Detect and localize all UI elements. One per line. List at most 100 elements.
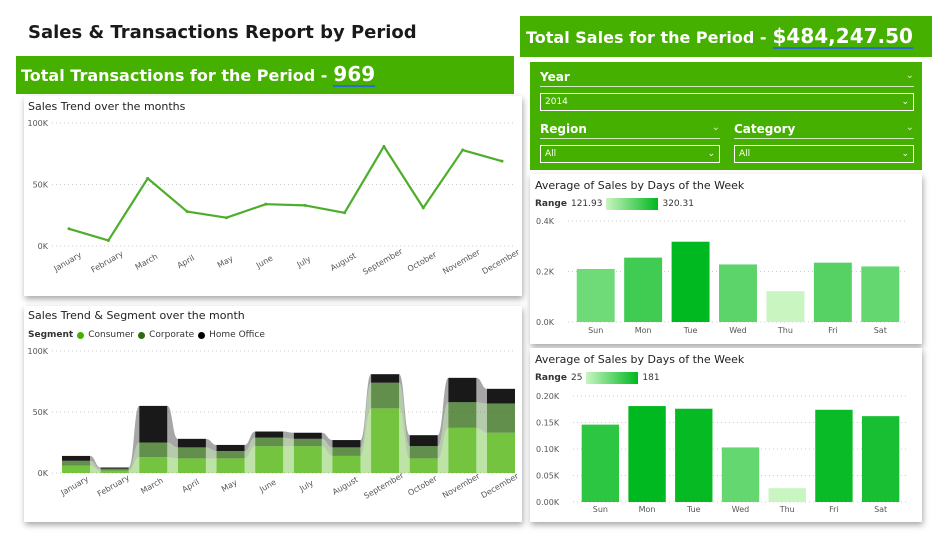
y-tick-label: 0.0K	[536, 318, 555, 327]
sales-trend-point	[303, 203, 307, 207]
corporate-segment	[255, 437, 284, 447]
consumer-ribbon	[399, 408, 410, 473]
year-filter: Year ⌄ 2014 ⌄	[540, 70, 914, 111]
total-sales-value: $484,247.50	[772, 24, 913, 49]
consumer-segment	[487, 432, 515, 473]
chevron-down-icon: ⌄	[707, 149, 715, 159]
region-filter-label: Region	[540, 122, 587, 136]
corporate-ribbon	[283, 437, 294, 447]
y-tick-label: 100K	[27, 347, 48, 356]
home-office-segment	[255, 431, 284, 438]
divider	[734, 138, 914, 139]
consumer-segment	[139, 457, 168, 473]
total-transactions-banner: Total Transactions for the Period - 969	[16, 56, 514, 94]
avg-sales-day-title-1: Average of Sales by Days of the Week	[535, 179, 745, 192]
bar	[675, 408, 713, 502]
bar	[813, 262, 852, 322]
consumer-ribbon	[283, 446, 294, 473]
region-select[interactable]: All ⌄	[540, 145, 720, 163]
x-tick-label: August	[331, 475, 360, 497]
consumer-ribbon	[128, 457, 140, 473]
total-transactions-value: 969	[333, 62, 376, 87]
year-select[interactable]: 2014 ⌄	[540, 93, 914, 111]
chevron-down-icon: ⌄	[901, 149, 909, 159]
x-tick-label: January	[59, 474, 91, 498]
corporate-segment	[139, 442, 168, 458]
x-tick-label: Tue	[686, 505, 701, 514]
segment-trend-card: Sales Trend & Segment over the month Seg…	[24, 306, 522, 522]
sales-trend-point	[500, 159, 504, 163]
x-tick-label: December	[481, 247, 522, 276]
consumer-segment	[177, 458, 206, 473]
home-office-segment	[332, 440, 361, 448]
y-tick-label: 0.2K	[536, 268, 555, 277]
consumer-ribbon	[205, 458, 217, 473]
range-label-2: Range	[535, 373, 567, 383]
corporate-segment	[100, 468, 129, 471]
range-legend-2: Range 25 181	[535, 372, 660, 384]
range-min-1: 121.93	[570, 199, 603, 209]
x-tick-label: Fri	[829, 505, 839, 514]
corporate-segment	[62, 460, 90, 466]
y-tick-label: 0.05K	[536, 472, 560, 481]
sales-trend-point	[224, 216, 228, 220]
segment-legend: Segment Consumer Corporate Home Office	[28, 330, 265, 340]
home-office-ribbon	[321, 432, 333, 448]
bar	[671, 241, 710, 322]
y-tick-label: 50K	[33, 181, 49, 190]
y-tick-label: 0.4K	[536, 217, 555, 226]
corporate-segment	[448, 402, 477, 428]
y-tick-label: 0.10K	[536, 445, 560, 454]
category-filter-label: Category	[734, 122, 796, 136]
category-select[interactable]: All ⌄	[734, 145, 914, 163]
x-tick-label: December	[480, 471, 521, 500]
home-office-ribbon	[90, 455, 101, 469]
corporate-segment	[332, 447, 361, 456]
x-tick-label: October	[406, 474, 439, 498]
chevron-down-icon: ⌄	[905, 122, 914, 133]
region-select-value: All	[545, 149, 557, 159]
year-select-value: 2014	[545, 97, 568, 107]
sales-trend-point	[343, 211, 347, 215]
bar	[861, 266, 900, 322]
home-office-segment	[62, 455, 90, 461]
corporate-ribbon	[90, 460, 101, 471]
x-tick-label: Tue	[683, 326, 698, 335]
x-tick-label: Fri	[828, 326, 838, 335]
home-office-segment	[177, 438, 206, 448]
consumer-segment	[409, 458, 438, 473]
home-office-segment	[139, 405, 168, 443]
sales-trend-line	[68, 145, 503, 242]
x-tick-label: June	[257, 478, 278, 495]
home-office-segment	[487, 388, 515, 404]
avg-sales-day-card-1: Average of Sales by Days of the Week Ran…	[530, 174, 922, 344]
sales-trend-point	[264, 202, 268, 206]
chevron-down-icon: ⌄	[905, 70, 914, 81]
divider	[540, 138, 720, 139]
range-legend-1: Range 121.93 320.31	[535, 198, 694, 210]
sales-trend-point	[67, 227, 71, 231]
x-tick-label: September	[361, 247, 404, 277]
y-tick-label: 0.20K	[536, 392, 560, 401]
sales-trend-point	[461, 148, 465, 152]
total-sales-label: Total Sales for the Period -	[526, 28, 767, 47]
corporate-segment	[216, 451, 245, 459]
consumer-ribbon	[476, 427, 487, 473]
avg-sales-day-chart-1: 0.0K 0.2K 0.4K Sun Mon Tue Wed Thu Fri Sat	[536, 217, 908, 335]
x-tick-label: Thu	[777, 326, 793, 335]
bar	[815, 409, 853, 502]
home-office-ribbon	[476, 377, 487, 404]
x-tick-label: July	[295, 254, 313, 270]
x-tick-label: January	[52, 250, 84, 274]
x-tick-label: March	[139, 476, 165, 496]
consumer-segment	[448, 427, 477, 473]
sales-trend-title: Sales Trend over the months	[28, 100, 186, 113]
corporate-ribbon	[167, 442, 178, 459]
home-office-ribbon	[283, 431, 294, 439]
home-office-segment	[371, 374, 400, 383]
x-tick-label: Sun	[588, 326, 603, 335]
corporate-segment	[371, 382, 400, 409]
consumer-ribbon	[90, 465, 101, 473]
range-max-1: 320.31	[662, 199, 694, 209]
consumer-ribbon	[321, 446, 333, 473]
